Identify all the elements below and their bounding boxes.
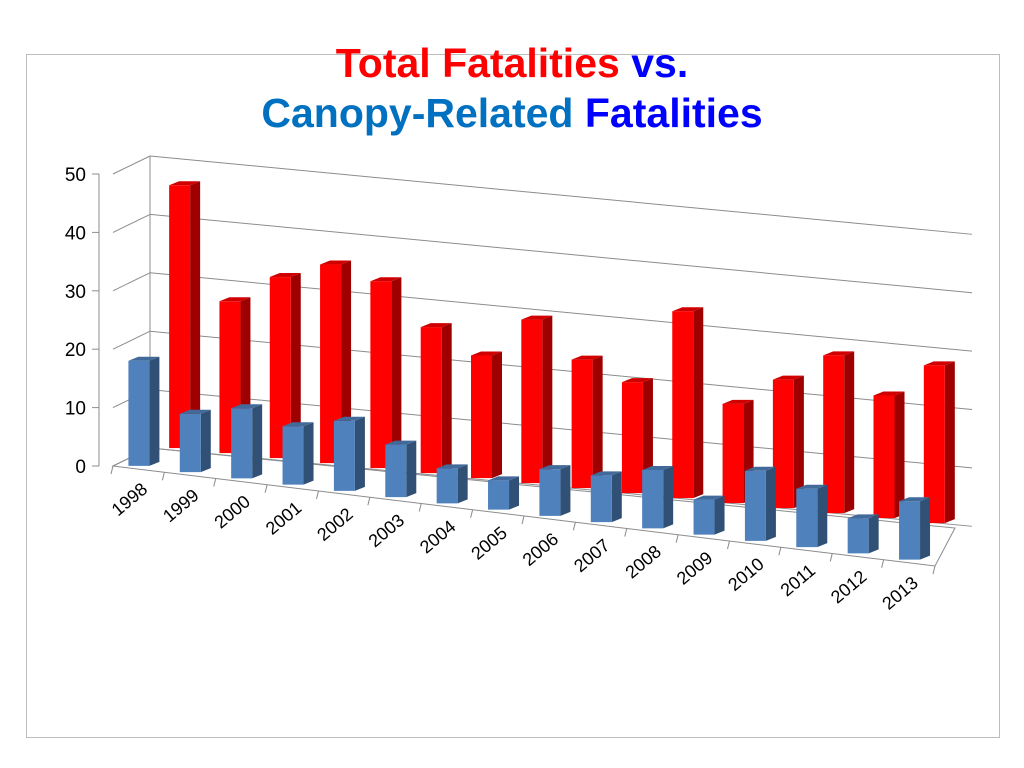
bar-total-2012 xyxy=(873,391,905,519)
x-tick-label: 2003 xyxy=(365,510,409,551)
bar-canopy-2009 xyxy=(693,495,725,535)
x-tick xyxy=(367,497,371,506)
x-tick xyxy=(829,553,833,562)
bar-total-2005 xyxy=(521,315,553,484)
x-tick-label: 2013 xyxy=(878,573,922,614)
bar-canopy-2007 xyxy=(590,471,622,523)
bar-canopy-1999 xyxy=(179,409,211,473)
x-tick-label: 2006 xyxy=(519,529,563,570)
title-total-fatalities: Total Fatalities xyxy=(335,40,620,86)
x-tick-label: 2011 xyxy=(777,560,820,600)
y-tick-label: 30 xyxy=(65,282,86,303)
bar-total-2010 xyxy=(772,375,804,509)
side-gridline xyxy=(112,155,151,175)
chart-title-line-1: Total Fatalities vs. xyxy=(0,38,1024,88)
bar-canopy-2010 xyxy=(744,466,776,541)
bar-total-2007 xyxy=(621,378,653,494)
bar-canopy-2012 xyxy=(847,514,879,554)
x-tick xyxy=(572,522,576,531)
x-tick xyxy=(675,534,679,543)
bar-canopy-1998 xyxy=(128,356,160,466)
y-tick-label: 0 xyxy=(75,457,86,478)
side-gridline xyxy=(112,272,151,292)
x-tick xyxy=(881,559,885,568)
x-tick-label: 1998 xyxy=(108,479,152,520)
bars xyxy=(128,181,955,560)
x-tick-label: 2000 xyxy=(210,491,254,532)
y-tick-label: 50 xyxy=(65,165,86,186)
bar-total-2003 xyxy=(420,323,452,474)
x-tick xyxy=(624,528,628,537)
bar-total-2001 xyxy=(320,260,352,464)
bar-canopy-2006 xyxy=(539,465,571,516)
x-tick xyxy=(778,547,782,556)
bar-total-2013 xyxy=(923,361,955,524)
x-tick-label: 1999 xyxy=(159,485,203,526)
bar-canopy-2001 xyxy=(282,422,314,485)
x-tick xyxy=(213,478,217,487)
chart-title-line-2: Canopy-Related Fatalities xyxy=(0,88,1024,138)
title-fatalities: Fatalities xyxy=(584,90,763,136)
bar-canopy-2000 xyxy=(231,404,263,479)
x-tick-label: 2005 xyxy=(467,523,511,564)
side-gridline xyxy=(112,213,151,233)
x-tick xyxy=(264,484,268,493)
x-tick-label: 2002 xyxy=(313,504,357,545)
x-tick xyxy=(727,540,730,550)
bar-total-2008 xyxy=(672,307,704,499)
x-tick xyxy=(521,515,525,525)
x-tick-label: 2001 xyxy=(262,498,306,539)
bar-canopy-2004 xyxy=(436,464,468,504)
chart-title: Total Fatalities vs. Canopy-Related Fata… xyxy=(0,38,1024,138)
bar-total-2004 xyxy=(471,351,503,479)
x-tick-label: 2007 xyxy=(570,535,614,576)
bar-canopy-2013 xyxy=(899,497,931,560)
axes xyxy=(92,173,936,575)
x-tick xyxy=(418,503,422,512)
x-tick xyxy=(316,490,319,500)
title-canopy-related: Canopy-Related xyxy=(261,90,574,136)
bar-total-2000 xyxy=(269,273,301,459)
x-tick xyxy=(932,565,936,575)
y-tick-label: 40 xyxy=(65,223,86,244)
x-tick-label: 2008 xyxy=(621,541,665,582)
y-tick-label: 20 xyxy=(65,340,86,361)
x-tick xyxy=(470,509,474,518)
x-tick-label: 2009 xyxy=(673,548,717,589)
gridline xyxy=(149,213,973,294)
bar-canopy-2005 xyxy=(488,476,520,510)
side-gridline xyxy=(112,330,151,350)
bar-canopy-2002 xyxy=(333,416,365,491)
bar-canopy-2003 xyxy=(385,440,417,498)
x-tick-label: 2004 xyxy=(416,516,460,557)
y-tick-label: 10 xyxy=(65,399,86,420)
bar-total-2011 xyxy=(823,351,855,514)
x-tick xyxy=(110,465,114,475)
bar-total-2002 xyxy=(370,277,402,469)
x-tick-label: 2012 xyxy=(827,566,871,607)
bar-canopy-2011 xyxy=(796,484,828,548)
bar-total-1998 xyxy=(169,181,201,449)
x-tick-label: 2010 xyxy=(724,554,768,595)
x-tick xyxy=(161,472,165,481)
gridline xyxy=(149,155,973,235)
bar-total-2006 xyxy=(571,355,603,489)
bar-canopy-2008 xyxy=(642,465,674,529)
title-vs: vs. xyxy=(631,40,689,86)
